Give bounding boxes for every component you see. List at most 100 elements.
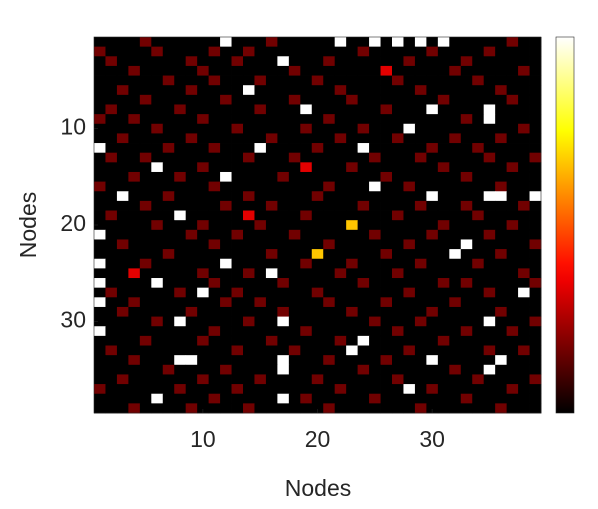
cell bbox=[300, 268, 313, 279]
cell bbox=[311, 162, 324, 173]
cell bbox=[277, 152, 290, 163]
cell bbox=[162, 143, 175, 154]
cell bbox=[346, 355, 359, 366]
cell bbox=[116, 316, 129, 327]
cell bbox=[426, 114, 439, 125]
cell bbox=[380, 56, 393, 67]
cell bbox=[449, 384, 462, 395]
cell bbox=[323, 171, 336, 183]
cell bbox=[414, 316, 427, 327]
cell bbox=[392, 162, 404, 173]
cell bbox=[506, 123, 519, 134]
cell bbox=[311, 229, 324, 240]
cell bbox=[94, 335, 106, 346]
cell bbox=[243, 181, 255, 192]
cell bbox=[94, 200, 106, 211]
cell bbox=[94, 94, 106, 105]
cell bbox=[334, 287, 347, 298]
cell bbox=[380, 287, 393, 298]
cell bbox=[437, 229, 450, 240]
cell bbox=[495, 278, 508, 289]
cell bbox=[128, 75, 141, 86]
cell bbox=[243, 278, 255, 289]
cell bbox=[277, 345, 290, 356]
cell bbox=[185, 104, 198, 115]
cell bbox=[105, 287, 118, 298]
cell bbox=[300, 104, 313, 115]
cell bbox=[460, 239, 473, 250]
cell bbox=[300, 123, 313, 134]
cell bbox=[506, 268, 519, 279]
cell bbox=[265, 297, 278, 308]
cell bbox=[105, 268, 118, 279]
cell bbox=[449, 306, 462, 317]
cell bbox=[220, 364, 232, 375]
cell bbox=[357, 37, 370, 48]
cell bbox=[495, 393, 508, 404]
cell bbox=[162, 335, 175, 346]
cell bbox=[357, 268, 370, 279]
cell bbox=[483, 268, 496, 279]
cell bbox=[231, 258, 244, 269]
cell bbox=[220, 210, 232, 221]
cell bbox=[162, 46, 175, 57]
cell bbox=[392, 268, 404, 279]
cell bbox=[334, 56, 347, 67]
cell bbox=[460, 133, 473, 144]
cell bbox=[495, 162, 508, 173]
cell bbox=[472, 268, 485, 279]
cell bbox=[288, 94, 301, 105]
cell bbox=[334, 65, 347, 76]
cell bbox=[334, 335, 347, 346]
cell bbox=[220, 229, 232, 240]
cell bbox=[334, 46, 347, 57]
cell bbox=[437, 393, 450, 404]
cell bbox=[483, 355, 496, 366]
cell bbox=[220, 94, 232, 105]
cell bbox=[506, 287, 519, 298]
cell bbox=[128, 393, 141, 404]
cell bbox=[392, 56, 404, 67]
cell bbox=[426, 249, 439, 260]
cell bbox=[139, 191, 152, 202]
cell bbox=[265, 229, 278, 240]
cell bbox=[277, 85, 290, 96]
cell bbox=[128, 403, 141, 414]
cell bbox=[369, 220, 381, 231]
cell bbox=[495, 220, 508, 231]
cell bbox=[116, 65, 129, 76]
cell bbox=[208, 316, 221, 327]
cell bbox=[231, 278, 244, 289]
cell bbox=[449, 37, 462, 48]
cell bbox=[128, 220, 141, 231]
cell bbox=[483, 123, 496, 134]
cell bbox=[128, 278, 141, 289]
cell bbox=[197, 220, 210, 231]
cell bbox=[529, 85, 542, 96]
cell bbox=[460, 75, 473, 86]
cell bbox=[94, 152, 106, 163]
cell bbox=[357, 133, 370, 144]
cell bbox=[323, 249, 336, 260]
cell bbox=[518, 268, 530, 279]
cell bbox=[288, 335, 301, 346]
cell bbox=[449, 374, 462, 385]
cell bbox=[426, 306, 439, 317]
cell bbox=[369, 239, 381, 250]
cell bbox=[265, 220, 278, 231]
cell bbox=[380, 171, 393, 183]
cell bbox=[243, 249, 255, 260]
cell bbox=[472, 65, 485, 76]
cell bbox=[231, 171, 244, 183]
cell bbox=[311, 297, 324, 308]
cell bbox=[357, 104, 370, 115]
cell bbox=[151, 123, 164, 134]
cell bbox=[185, 210, 198, 221]
cell bbox=[265, 171, 278, 183]
cell bbox=[518, 297, 530, 308]
cell bbox=[243, 393, 255, 404]
cell bbox=[414, 384, 427, 395]
cell bbox=[334, 374, 347, 385]
cell bbox=[174, 114, 187, 125]
cell bbox=[116, 162, 129, 173]
